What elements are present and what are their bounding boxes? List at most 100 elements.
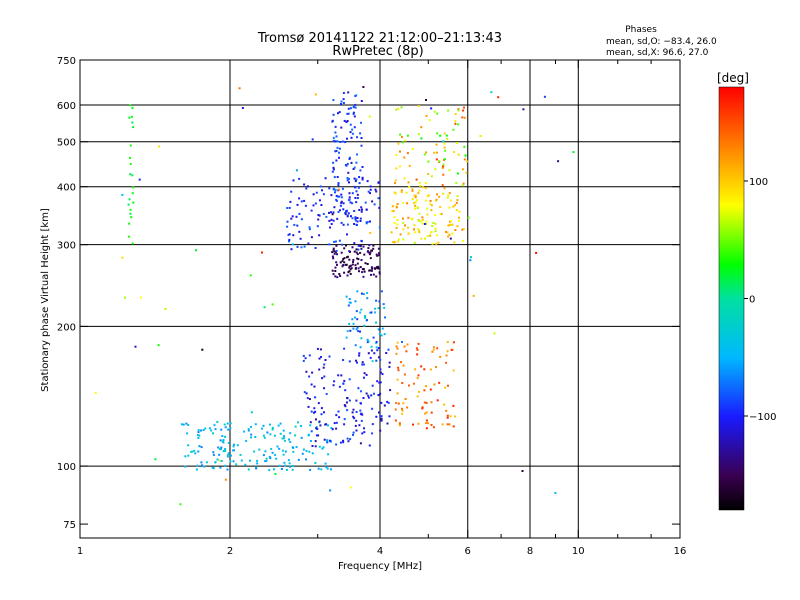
data-point <box>363 253 366 256</box>
data-point <box>131 174 134 177</box>
data-point <box>360 337 363 340</box>
data-point <box>261 251 263 254</box>
data-point <box>354 316 356 319</box>
data-point <box>379 429 382 432</box>
data-point <box>313 385 316 388</box>
data-point <box>354 186 357 189</box>
data-point <box>360 390 362 393</box>
data-point <box>394 192 397 195</box>
data-point <box>295 446 298 448</box>
data-point <box>318 234 321 237</box>
x-tick-label: 8 <box>527 546 533 557</box>
data-point <box>414 201 417 204</box>
data-point <box>309 468 312 471</box>
data-point <box>128 198 131 201</box>
data-point <box>354 219 357 222</box>
data-point <box>286 220 289 223</box>
data-point <box>375 415 378 418</box>
data-point <box>336 140 339 143</box>
data-point <box>348 360 351 363</box>
data-point <box>370 394 373 397</box>
data-point <box>380 419 383 422</box>
data-point <box>324 177 327 180</box>
data-point <box>289 432 292 435</box>
data-point <box>355 399 358 402</box>
data-point <box>372 247 375 250</box>
data-point <box>227 452 230 455</box>
data-point <box>323 387 326 390</box>
data-point <box>424 237 426 240</box>
data-point <box>434 222 437 225</box>
data-point <box>369 311 372 314</box>
data-point <box>345 336 348 339</box>
data-point <box>314 440 317 443</box>
data-point <box>322 446 325 449</box>
data-point <box>265 457 268 460</box>
data-point <box>360 121 362 124</box>
data-point <box>128 222 131 225</box>
data-point <box>543 95 546 98</box>
data-point <box>343 379 346 382</box>
data-point <box>348 265 351 268</box>
data-point <box>269 433 272 436</box>
data-point <box>335 443 338 446</box>
data-point <box>195 468 198 471</box>
data-point <box>375 321 377 324</box>
data-point <box>201 464 204 467</box>
data-point <box>291 243 294 246</box>
data-point <box>356 262 359 265</box>
data-point <box>442 173 445 176</box>
data-point <box>366 292 369 294</box>
data-point <box>356 253 359 256</box>
data-point <box>226 422 229 425</box>
grid-lines <box>80 60 680 538</box>
data-point <box>128 116 131 119</box>
data-point <box>340 193 343 196</box>
data-point <box>332 166 335 169</box>
data-point <box>332 168 335 171</box>
data-point <box>337 182 340 185</box>
data-point <box>374 267 377 270</box>
data-point <box>432 348 435 351</box>
data-point <box>407 216 410 219</box>
data-point <box>330 468 332 471</box>
data-point <box>350 136 353 139</box>
data-point <box>361 432 364 435</box>
data-point <box>334 275 337 278</box>
data-point <box>392 241 394 243</box>
data-point <box>307 405 310 408</box>
data-point <box>127 235 130 238</box>
data-point <box>446 137 449 140</box>
data-point <box>201 348 204 351</box>
data-point <box>364 201 367 204</box>
data-point <box>425 222 428 225</box>
data-point <box>377 347 380 350</box>
data-point <box>388 415 391 418</box>
data-point <box>352 433 354 436</box>
data-point <box>338 195 341 198</box>
data-point <box>341 140 344 143</box>
data-point <box>393 191 396 194</box>
data-point <box>286 225 289 228</box>
data-point <box>334 191 336 194</box>
data-point <box>392 209 395 212</box>
data-point <box>342 382 345 385</box>
data-point <box>319 185 322 188</box>
data-point <box>407 181 410 184</box>
data-point <box>296 224 299 227</box>
data-point <box>417 219 420 222</box>
data-point <box>393 241 396 244</box>
data-point <box>358 176 361 179</box>
data-point <box>297 458 300 461</box>
data-point <box>230 454 232 457</box>
data-point <box>454 120 457 123</box>
data-point <box>405 191 408 194</box>
data-point <box>383 306 386 309</box>
data-point <box>340 200 343 203</box>
data-point <box>557 160 560 163</box>
data-point <box>355 419 358 422</box>
data-point <box>302 448 305 451</box>
data-point <box>469 259 472 262</box>
data-point <box>375 253 378 256</box>
data-point <box>366 319 368 322</box>
